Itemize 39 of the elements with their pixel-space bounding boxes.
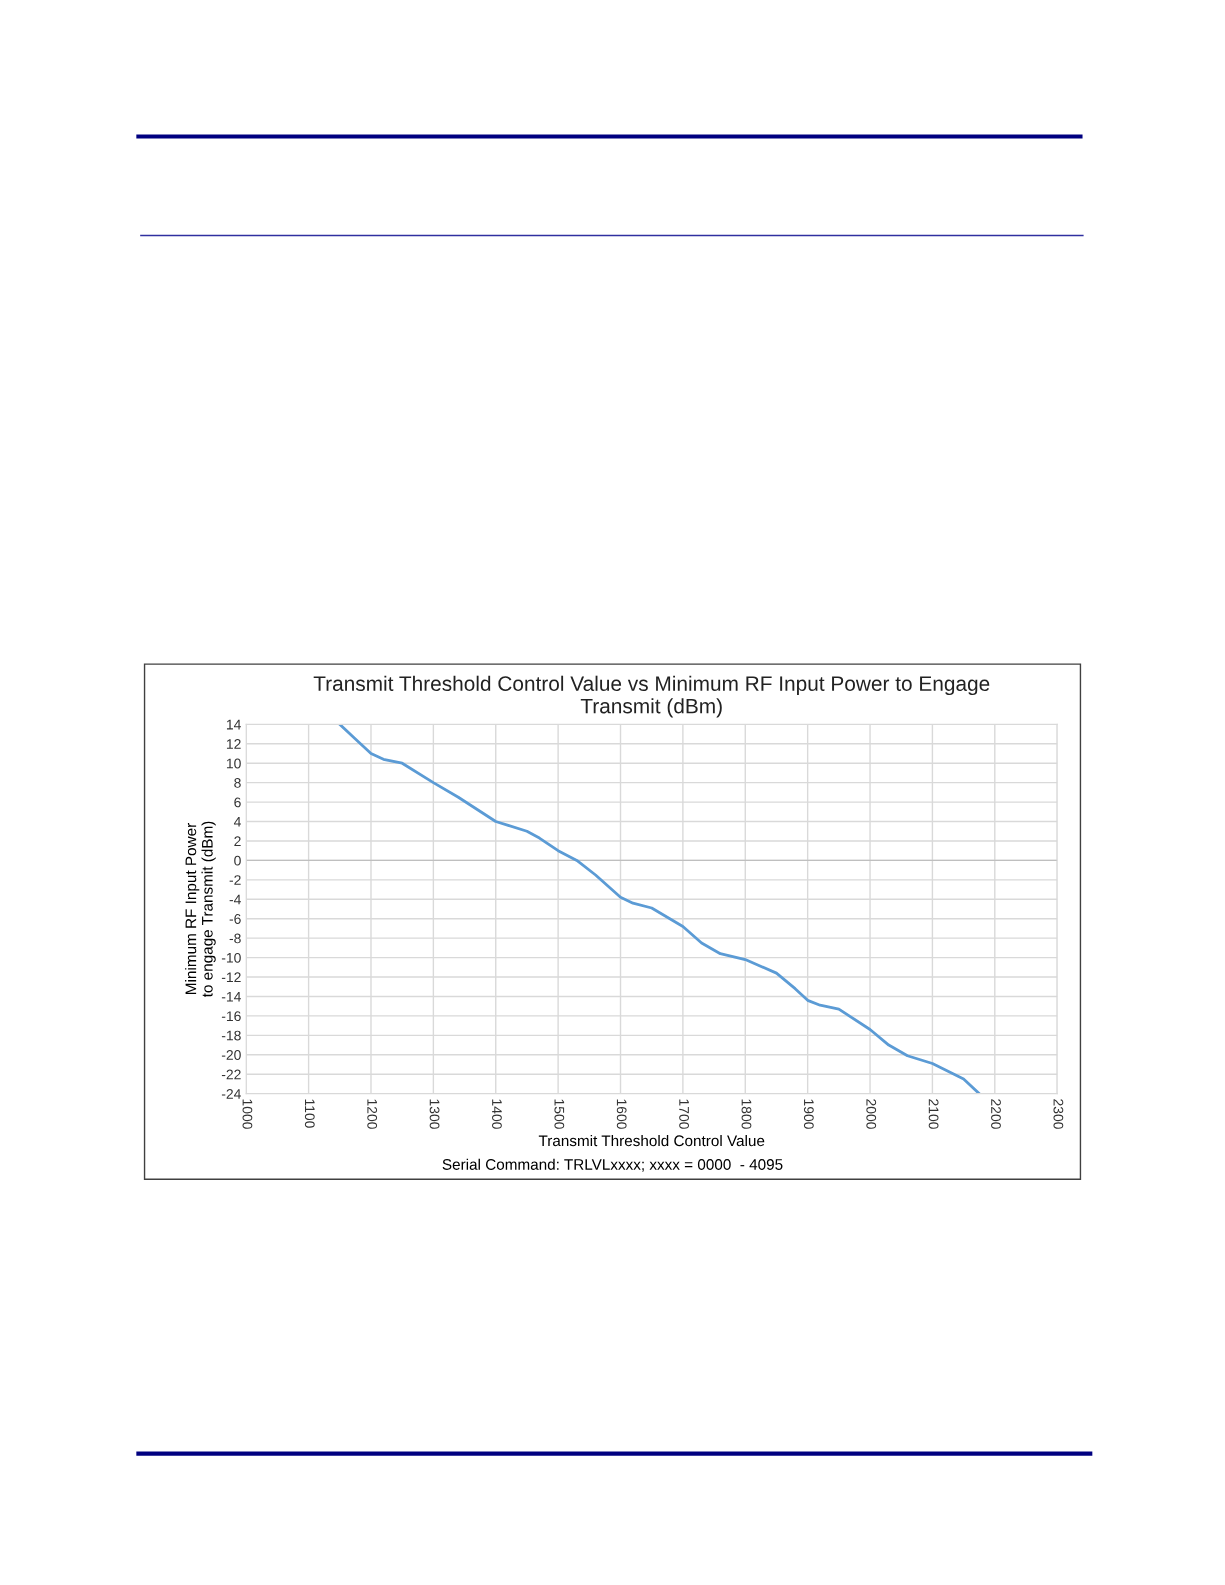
x-tick-label: 1800	[741, 1099, 752, 1129]
y-tick-label: -8	[229, 933, 241, 944]
y-tick-label: -22	[221, 1069, 241, 1080]
y-tick-label: -14	[221, 991, 241, 1002]
y-tick-label: 4	[233, 817, 241, 827]
x-tick-label: 1600	[616, 1099, 627, 1129]
y-tick-label: 6	[234, 797, 241, 808]
y-tick-label: -6	[229, 914, 241, 924]
y-axis-title: Minimum RF Input Power to engage Transmit (dBm)	[185, 821, 216, 998]
y-tick-label: -12	[221, 972, 241, 983]
x-tick-label: 1400	[492, 1099, 502, 1129]
y-tick-label: -18	[221, 1030, 241, 1041]
y-tick-label: -10	[221, 952, 241, 963]
y-tick-label: -16	[221, 1011, 241, 1022]
y-tick-label: 0	[234, 855, 241, 866]
y-tick-label: 2	[234, 836, 241, 846]
text: Serial Command: TRLVLxxxx; xxxx = 0000 - 4095	[442, 1158, 783, 1172]
x-tick-label: 2000	[866, 1099, 877, 1129]
y-tick-label: 8	[234, 777, 241, 788]
y-tick-label: -4	[229, 894, 241, 905]
x-tick-label: 1700	[679, 1099, 689, 1129]
y-tick-label: 12	[226, 739, 241, 749]
x-tick-label: 1300	[429, 1099, 440, 1129]
x-tick-label: 1100	[304, 1099, 315, 1128]
x-tick-label: 1500	[554, 1099, 565, 1129]
y-tick-label: -24	[221, 1088, 241, 1099]
x-axis-title: Transmit Threshold Control Value	[538, 1134, 765, 1147]
x-tick-label: 2200	[991, 1099, 1001, 1129]
x-tick-label: 1900	[803, 1099, 814, 1129]
x-tick-label: 2300	[1053, 1099, 1064, 1129]
y-tick-label: -20	[221, 1050, 241, 1060]
chart-title: Transmit Threshold Control Value vs Minimum RF Input Power to Engage Transmit (dBm)	[313, 675, 990, 718]
y-tick-label: -2	[229, 875, 241, 885]
line-series	[338, 724, 981, 1094]
x-tick-label: 1200	[367, 1099, 378, 1129]
y-tick-label: 14	[226, 719, 241, 730]
x-tick-label: 1000	[242, 1099, 253, 1129]
y-tick-label: 10	[226, 758, 241, 769]
x-tick-label: 2100	[928, 1099, 939, 1129]
